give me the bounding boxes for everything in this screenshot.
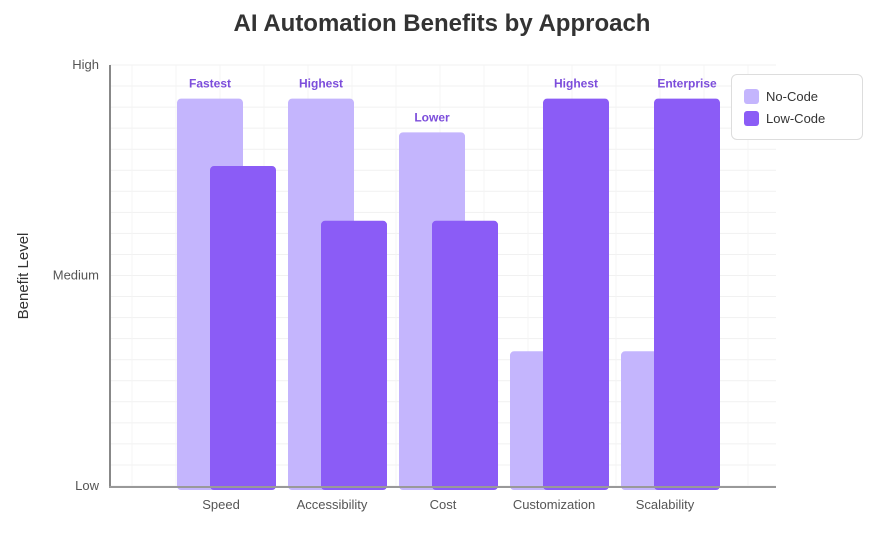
bar-low-code-scalability[interactable] [654,98,720,491]
data-label-no-code-cost: Lower [414,110,450,124]
y-tick-label-low: Low [75,478,99,493]
legend-label-no-code: No-Code [766,88,819,104]
bar-low-code-speed[interactable] [210,166,276,491]
data-labels: Fastest Highest Lower Highest Enterprise [189,77,717,125]
chart-title: AI Automation Benefits by Approach [234,10,651,37]
legend-item-no-code[interactable]: No-Code [744,85,850,107]
x-tick-label-scalability: Scalability [636,497,695,512]
data-label-no-code-accessibility: Highest [299,77,343,91]
y-tick-label-high: High [72,57,99,72]
legend-swatch-no-code [744,88,759,104]
legend-item-low-code[interactable]: Low-Code [744,107,850,129]
bar-low-code-cost[interactable] [432,220,498,490]
legend-swatch-low-code [744,110,759,126]
data-label-low-code-scalability: Enterprise [657,77,717,91]
legend: No-Code Low-Code [731,74,863,140]
data-label-no-code-speed: Fastest [189,77,231,91]
x-tick-label-cost: Cost [430,497,457,512]
data-label-low-code-customization: Highest [554,77,598,91]
bar-low-code-customization[interactable] [543,98,609,491]
bars [177,98,720,491]
bar-low-code-accessibility[interactable] [321,220,387,490]
y-axis-title: Benefit Level [15,233,32,320]
x-tick-label-accessibility: Accessibility [297,497,368,512]
y-tick-label-medium: Medium [53,268,99,283]
x-tick-label-customization: Customization [513,497,595,512]
axes: Low Medium High Speed Accessibility Cost Custo… [53,57,776,512]
x-tick-label-speed: Speed [202,497,240,512]
legend-label-low-code: Low-Code [766,110,826,126]
